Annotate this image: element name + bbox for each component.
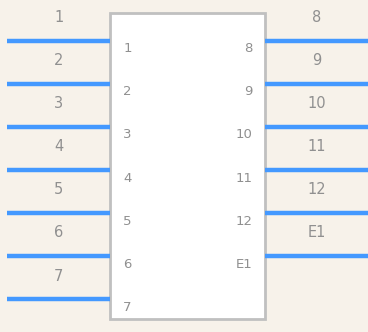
- Text: 8: 8: [312, 10, 321, 25]
- Text: 3: 3: [54, 96, 63, 111]
- Text: 6: 6: [123, 258, 132, 271]
- Text: 9: 9: [244, 85, 252, 98]
- Text: 6: 6: [54, 225, 64, 240]
- Text: 7: 7: [123, 301, 132, 314]
- Text: 2: 2: [54, 53, 64, 68]
- Text: 9: 9: [312, 53, 321, 68]
- Text: 10: 10: [235, 128, 252, 141]
- Text: 12: 12: [235, 215, 252, 228]
- Text: 4: 4: [123, 172, 132, 185]
- Text: 7: 7: [54, 269, 64, 284]
- Text: 4: 4: [54, 139, 64, 154]
- Text: E1: E1: [235, 258, 252, 271]
- Text: 11: 11: [235, 172, 252, 185]
- Text: 1: 1: [54, 10, 64, 25]
- Text: 5: 5: [123, 215, 132, 228]
- Bar: [110, 13, 265, 319]
- Text: 11: 11: [307, 139, 326, 154]
- Text: 12: 12: [307, 182, 326, 197]
- Text: 2: 2: [123, 85, 132, 98]
- Text: 5: 5: [54, 182, 64, 197]
- Text: E1: E1: [307, 225, 326, 240]
- Text: 8: 8: [244, 42, 252, 55]
- Text: 3: 3: [123, 128, 132, 141]
- Text: 10: 10: [307, 96, 326, 111]
- Text: 1: 1: [123, 42, 132, 55]
